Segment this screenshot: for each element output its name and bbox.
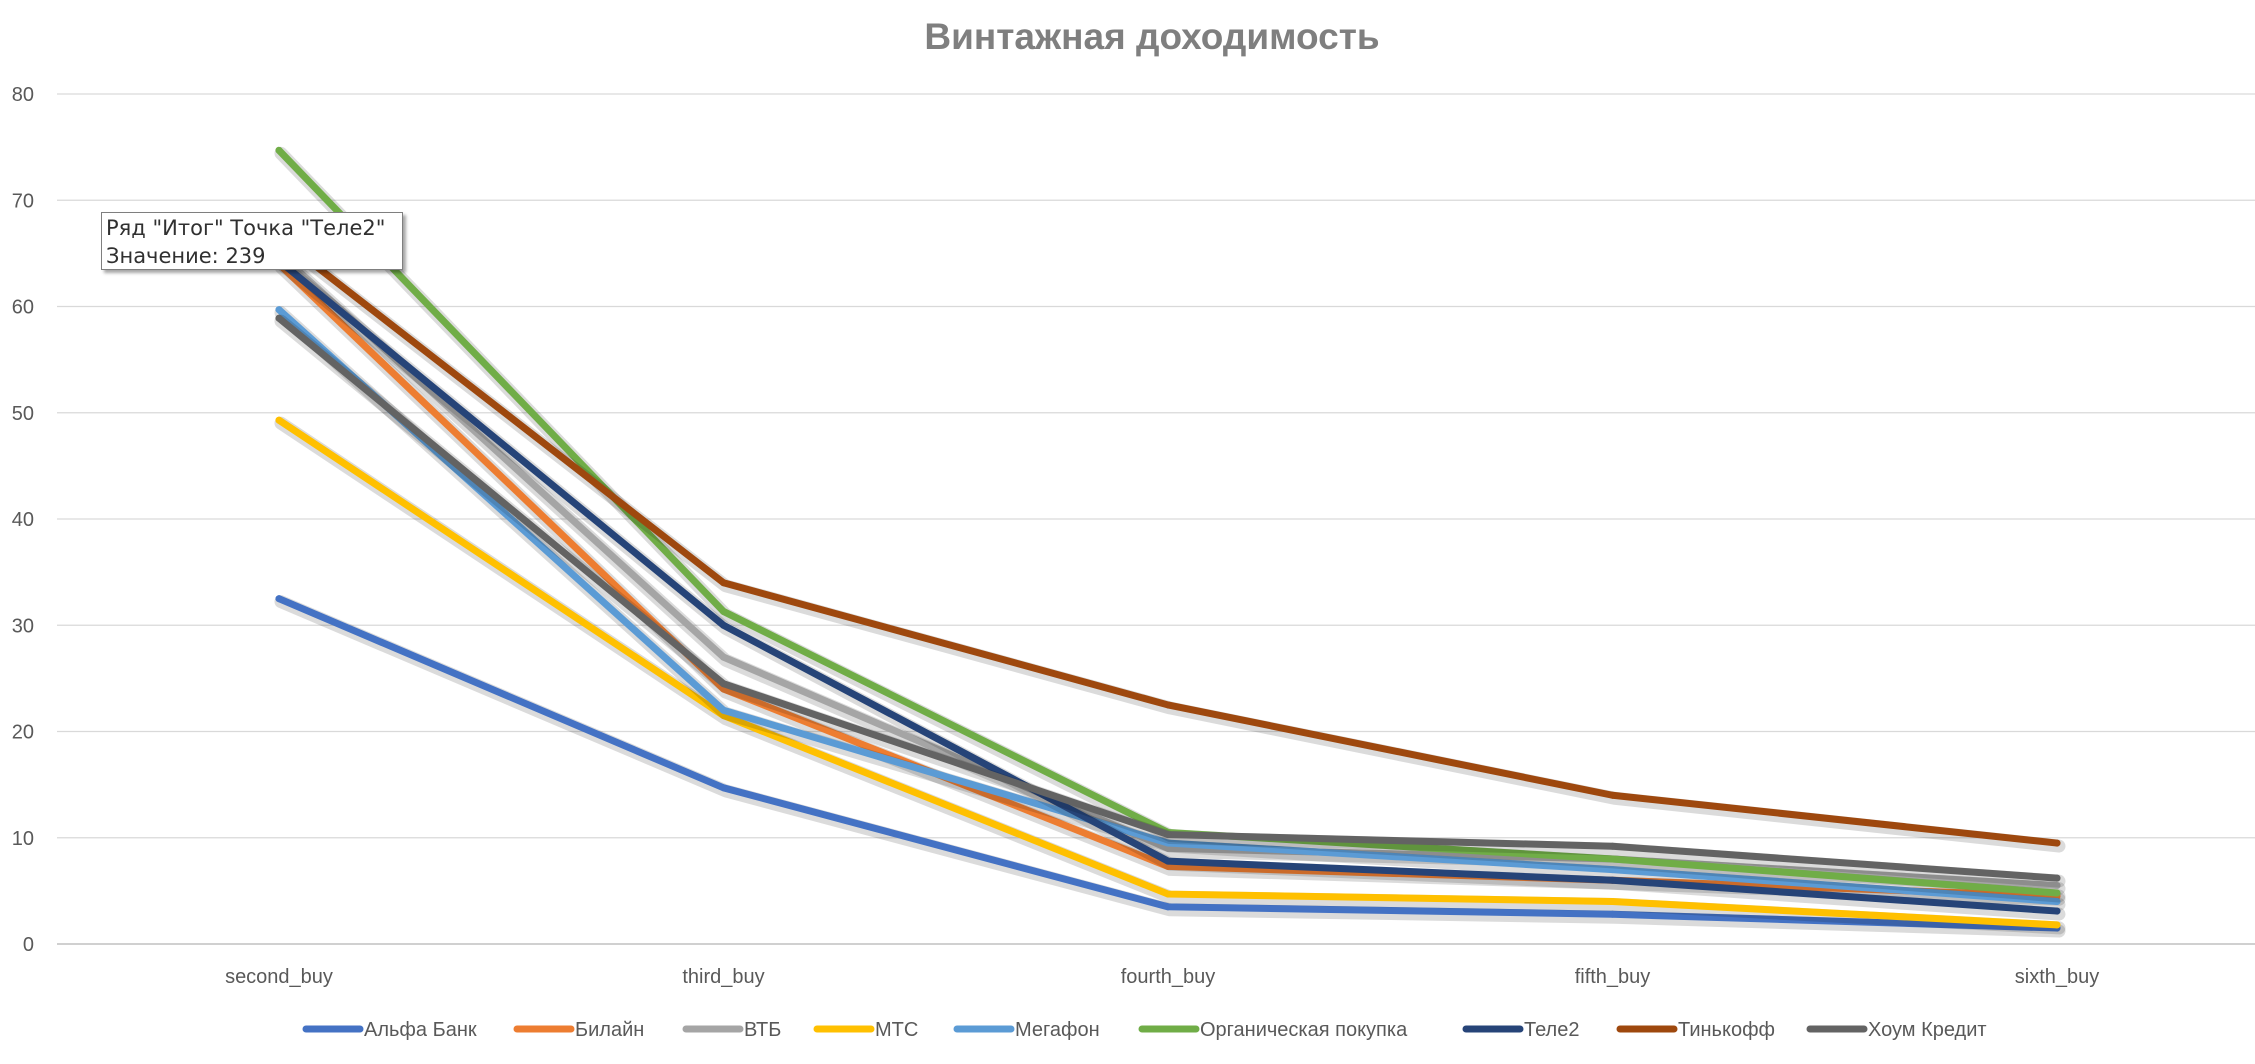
y-axis-ticks: 0 10 20 30 40 50 60 70 80 xyxy=(12,84,34,956)
data-point[interactable] xyxy=(1609,876,1616,884)
legend-item[interactable]: Теле2 xyxy=(1462,1019,1579,1041)
data-point[interactable] xyxy=(720,680,727,688)
series-line[interactable] xyxy=(275,260,2061,900)
data-point[interactable] xyxy=(720,706,727,714)
data-point[interactable] xyxy=(1164,701,1172,709)
data-point[interactable] xyxy=(2053,839,2061,847)
data-point[interactable] xyxy=(275,146,283,154)
data-point[interactable] xyxy=(1609,866,1616,874)
legend-label: ВТБ xyxy=(744,1019,781,1041)
data-point[interactable] xyxy=(720,621,727,629)
x-axis-ticks: second_buy third_buy fourth_buy fifth_buy si… xyxy=(225,966,2099,988)
legend-item[interactable]: Органическая покупка xyxy=(1138,1019,1408,1041)
data-point[interactable] xyxy=(720,653,727,661)
tooltip-series-line: Ряд "Итог" Точка "Теле2" xyxy=(106,216,386,240)
data-point[interactable] xyxy=(720,607,727,615)
x-tick-label: sixth_buy xyxy=(2015,966,2100,988)
legend-label: Теле2 xyxy=(1524,1019,1579,1041)
data-point[interactable] xyxy=(1164,857,1172,865)
x-tick-label: fifth_buy xyxy=(1575,966,1651,988)
legend-label: Хоум Кредит xyxy=(1868,1019,1987,1041)
tooltip-value-line: Значение: 239 xyxy=(106,244,266,268)
data-point[interactable] xyxy=(1609,791,1616,799)
x-tick-label: fourth_buy xyxy=(1121,966,1216,988)
y-tick-label: 20 xyxy=(12,722,34,744)
y-tick-label: 80 xyxy=(12,84,34,106)
series-lines xyxy=(274,146,2066,938)
series-7 xyxy=(274,233,2066,853)
data-point[interactable] xyxy=(2053,882,2061,890)
legend-label: Тинькофф xyxy=(1678,1019,1775,1041)
gridlines xyxy=(57,93,2255,945)
series-0 xyxy=(274,595,2066,938)
data-point[interactable] xyxy=(1609,910,1616,918)
y-tick-label: 10 xyxy=(12,828,34,850)
series-1 xyxy=(274,260,2066,906)
data-point[interactable] xyxy=(1609,898,1616,905)
data-point[interactable] xyxy=(275,416,283,424)
data-point[interactable] xyxy=(275,314,283,322)
y-tick-label: 70 xyxy=(12,190,34,212)
data-point[interactable] xyxy=(1164,831,1172,839)
data-point[interactable] xyxy=(720,579,727,587)
data-point[interactable] xyxy=(275,595,283,603)
legend-label: МТС xyxy=(875,1019,918,1041)
x-tick-label: third_buy xyxy=(682,966,764,988)
legend-item[interactable]: Альфа Банк xyxy=(302,1019,477,1041)
series-line-shadow xyxy=(274,249,2066,896)
data-point[interactable] xyxy=(1164,890,1172,898)
data-point[interactable] xyxy=(1609,842,1616,850)
data-point[interactable] xyxy=(275,306,283,314)
data-point[interactable] xyxy=(2053,874,2061,882)
y-tick-label: 50 xyxy=(12,403,34,425)
legend-item[interactable]: ВТБ xyxy=(682,1019,781,1041)
series-2 xyxy=(274,249,2066,896)
data-point[interactable] xyxy=(1164,839,1172,847)
legend-label: Билайн xyxy=(575,1019,644,1041)
y-tick-label: 60 xyxy=(12,297,34,319)
legend-label: Органическая покупка xyxy=(1200,1019,1408,1041)
x-tick-label: second_buy xyxy=(225,966,333,988)
series-line-shadow xyxy=(274,260,2066,906)
data-point[interactable] xyxy=(2053,921,2061,929)
data-point[interactable] xyxy=(2053,907,2061,915)
data-point[interactable] xyxy=(1609,855,1616,863)
data-point[interactable] xyxy=(2053,898,2061,905)
data-point[interactable] xyxy=(720,784,727,792)
data-point[interactable] xyxy=(1164,903,1172,911)
legend-item[interactable]: Мегафон xyxy=(953,1019,1100,1041)
series-line[interactable] xyxy=(275,249,2061,890)
legend-item[interactable]: Тинькофф xyxy=(1616,1019,1775,1041)
series-8 xyxy=(274,314,2066,888)
y-tick-label: 0 xyxy=(23,934,34,956)
data-point[interactable] xyxy=(2053,889,2061,897)
legend-item[interactable]: Билайн xyxy=(513,1019,644,1041)
y-tick-label: 30 xyxy=(12,615,34,637)
legend-label: Альфа Банк xyxy=(364,1019,477,1041)
legend: Альфа Банк Билайн ВТБ МТС Мегафон Органическа… xyxy=(302,1019,1987,1041)
data-point-tooltip: Ряд "Итог" Точка "Теле2" Значение: 239 xyxy=(101,212,403,270)
legend-label: Мегафон xyxy=(1015,1019,1100,1041)
chart-title: Винтажная доходимость xyxy=(924,16,1379,57)
y-tick-label: 40 xyxy=(12,509,34,531)
legend-item[interactable]: МТС xyxy=(813,1019,918,1041)
legend-item[interactable]: Хоум Кредит xyxy=(1806,1019,1987,1041)
series-4 xyxy=(274,306,2066,911)
